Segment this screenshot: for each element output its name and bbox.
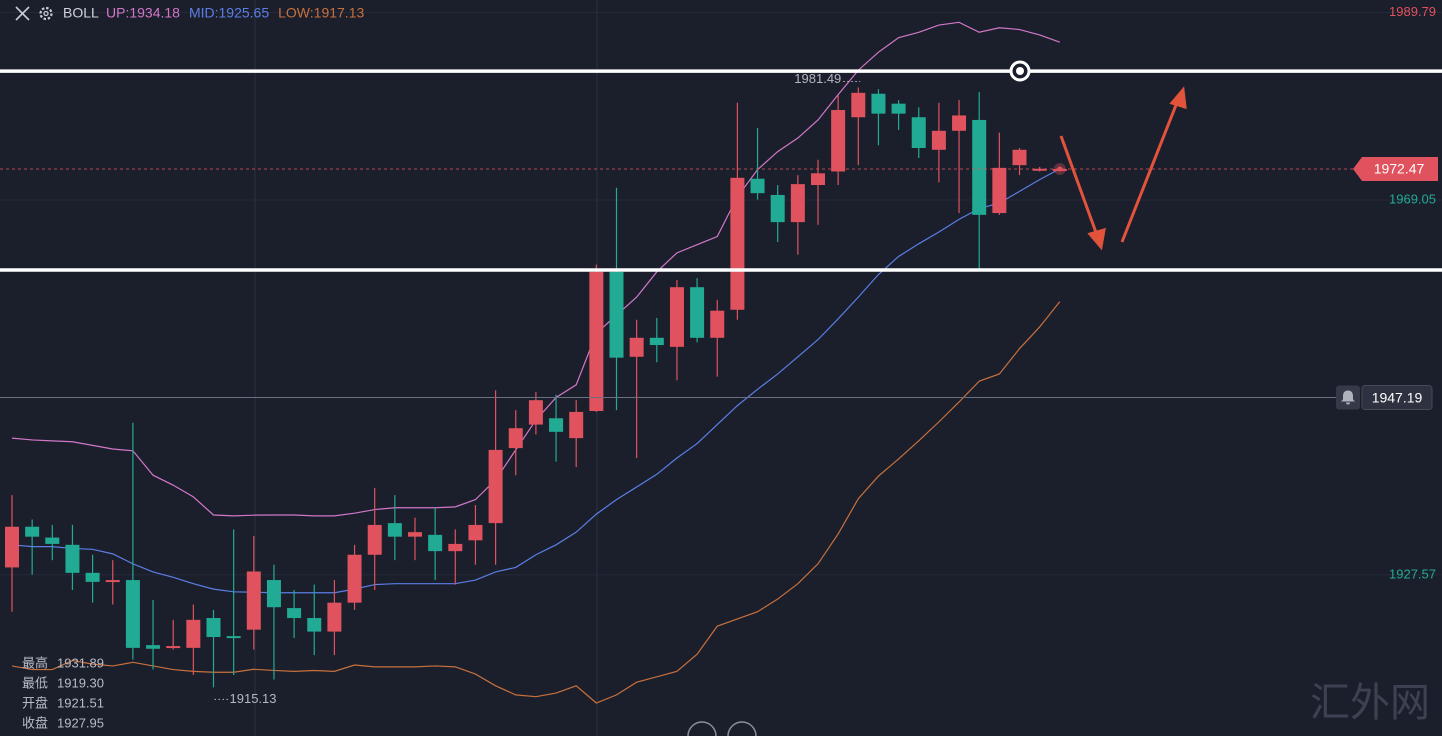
candle-body — [287, 608, 302, 619]
nav-button[interactable] — [687, 721, 717, 736]
legend-value: 1925.65 — [219, 5, 270, 21]
candle-body — [730, 177, 745, 310]
legend-name: MID: — [189, 5, 219, 21]
candle-body — [448, 543, 463, 552]
ohlc-label: 开盘 — [22, 695, 48, 710]
candle-body — [146, 645, 161, 649]
candle-body — [367, 524, 382, 555]
arrow-head — [1087, 227, 1106, 251]
candle-body — [589, 271, 604, 412]
candle-body — [629, 337, 644, 357]
candle-body — [952, 115, 967, 131]
candle-body — [528, 400, 543, 425]
candle-body — [649, 337, 664, 346]
candle-body — [428, 534, 443, 552]
line-handle-dot — [1016, 67, 1024, 75]
arrow-up — [1120, 99, 1180, 243]
plot: 1981.49 1915.13 — [0, 11, 1442, 706]
candle-body — [549, 418, 564, 432]
indicator-name: BOLL — [63, 5, 99, 21]
candle-body — [65, 544, 80, 573]
candle-body — [186, 619, 201, 648]
candle-body — [387, 523, 402, 537]
candle-body — [5, 526, 19, 568]
candle-body — [85, 572, 100, 582]
arrow-head — [1169, 86, 1187, 110]
nav-button[interactable] — [727, 721, 757, 736]
candle-body — [246, 571, 261, 630]
candle-body — [851, 92, 866, 118]
price-dot — [1057, 166, 1063, 172]
boll-band — [11, 301, 1061, 704]
ohlc-value: 1931.89 — [57, 655, 104, 670]
close-icon[interactable] — [15, 6, 30, 21]
candle-body — [45, 537, 60, 544]
candle-body — [105, 580, 120, 583]
legend-value: 1934.18 — [129, 5, 180, 21]
price-tag-label: 1972.47 — [1374, 161, 1425, 177]
y-tick-label: 1927.57 — [1389, 566, 1436, 581]
candle-body — [972, 119, 987, 215]
candle-body — [125, 580, 140, 648]
candle-body — [750, 178, 765, 194]
ohlc-label: 最高 — [22, 655, 48, 670]
candle-body — [811, 173, 825, 186]
candle-body — [831, 110, 846, 172]
candle-body — [488, 449, 503, 524]
y-tick-label: 1989.79 — [1389, 4, 1436, 19]
candle-body — [992, 167, 1007, 214]
legend-name: LOW: — [278, 5, 314, 21]
drawn-arrows — [1059, 86, 1187, 251]
alert-bell — [1341, 390, 1355, 405]
candle-body — [871, 93, 886, 114]
candle-body — [609, 271, 624, 358]
ohlc-value: 1927.95 — [57, 715, 104, 730]
low-label: 1915.13 — [230, 691, 277, 706]
candle-body — [1012, 149, 1027, 166]
candle-body — [508, 428, 523, 449]
candle-body — [911, 117, 926, 148]
candle-body — [931, 130, 946, 150]
candle-body — [206, 618, 221, 638]
candle-body — [690, 287, 705, 338]
candle-body — [710, 310, 725, 338]
candle-body — [226, 636, 241, 639]
price-tag — [1353, 157, 1438, 182]
settings-icon[interactable] — [39, 6, 53, 21]
candle-body — [891, 103, 906, 114]
candle-body — [790, 184, 805, 223]
candle-body — [408, 532, 422, 537]
candle-body — [266, 580, 281, 608]
alert-tag — [1361, 385, 1433, 411]
legend-name: UP: — [106, 5, 129, 21]
candle-body — [347, 554, 362, 603]
ohlc-value: 1921.51 — [57, 695, 104, 710]
candle-body — [468, 524, 483, 541]
legend-value: 1917.13 — [314, 5, 365, 21]
candle-body — [166, 646, 181, 649]
candle-body — [770, 194, 785, 223]
candle-body — [569, 411, 584, 439]
y-tick-label: 1969.05 — [1389, 191, 1436, 206]
ohlc-label: 收盘 — [22, 715, 48, 730]
watermark: 汇外网 — [1310, 680, 1430, 726]
arrow-down — [1059, 135, 1100, 239]
candle-body — [327, 602, 342, 632]
candle-body — [669, 287, 684, 347]
ohlc-value: 1919.30 — [57, 675, 104, 690]
high-label: 1981.49 — [794, 71, 841, 86]
ohlc-label: 最低 — [22, 675, 48, 690]
candle-body — [307, 618, 322, 632]
candle-body — [25, 526, 40, 537]
alert-tag-label: 1947.19 — [1372, 389, 1423, 405]
candle-body — [1032, 168, 1047, 171]
